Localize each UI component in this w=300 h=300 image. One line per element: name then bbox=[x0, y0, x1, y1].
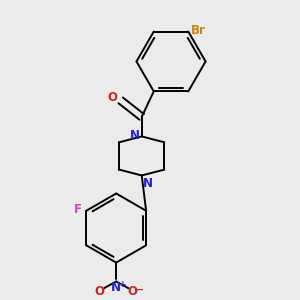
Text: O: O bbox=[108, 92, 118, 104]
Text: Br: Br bbox=[191, 23, 206, 37]
Text: −: − bbox=[136, 285, 144, 295]
Text: F: F bbox=[74, 203, 82, 216]
Text: N: N bbox=[111, 280, 121, 294]
Text: +: + bbox=[119, 280, 127, 289]
Text: O: O bbox=[128, 285, 138, 298]
Text: O: O bbox=[95, 285, 105, 298]
Text: N: N bbox=[143, 177, 153, 190]
Text: N: N bbox=[130, 129, 140, 142]
